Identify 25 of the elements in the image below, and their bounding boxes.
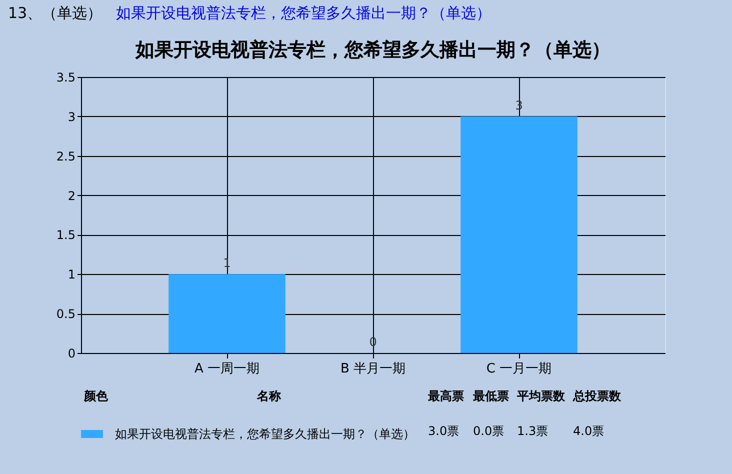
y-tick-label: 2 bbox=[68, 188, 76, 203]
text: 1.3票 bbox=[517, 424, 548, 438]
text: 颜色 bbox=[83, 389, 109, 403]
y-tick-label: 0 bbox=[68, 346, 76, 360]
x-tick-label: C 一月一期 bbox=[486, 362, 552, 376]
text: 平均票数 bbox=[516, 389, 566, 403]
y-tick-label: 1.5 bbox=[56, 228, 76, 242]
text: 总投票数 bbox=[572, 389, 622, 403]
y-tick-label: 1 bbox=[68, 268, 76, 282]
y-tick-label: 0.5 bbox=[56, 307, 76, 322]
x-tick-label: B 半月一期 bbox=[340, 362, 406, 376]
legend-label: 如果开设电视普法专栏，您希望多久播出一期？（单选） bbox=[115, 427, 415, 441]
text: 最低票 bbox=[472, 389, 509, 403]
text: 0.0票 bbox=[473, 424, 504, 438]
y-tick-label: 2.5 bbox=[56, 149, 76, 164]
text: 13、（单选） bbox=[8, 4, 102, 22]
y-tick-label: 3 bbox=[68, 110, 76, 124]
y-tick-label: 3.5 bbox=[56, 70, 76, 84]
chart-title: 如果开设电视普法专栏，您希望多久播出一期？（单选） bbox=[134, 39, 610, 61]
text: 3.0票 bbox=[428, 424, 460, 438]
x-tick-label: A 一周一期 bbox=[194, 362, 260, 376]
text: 最高票 bbox=[427, 389, 464, 403]
text: 4.0票 bbox=[573, 424, 604, 438]
text: 如果开设电视普法专栏，您希望多久播出一期？（单选） bbox=[116, 4, 491, 22]
text: 名称 bbox=[256, 389, 282, 403]
